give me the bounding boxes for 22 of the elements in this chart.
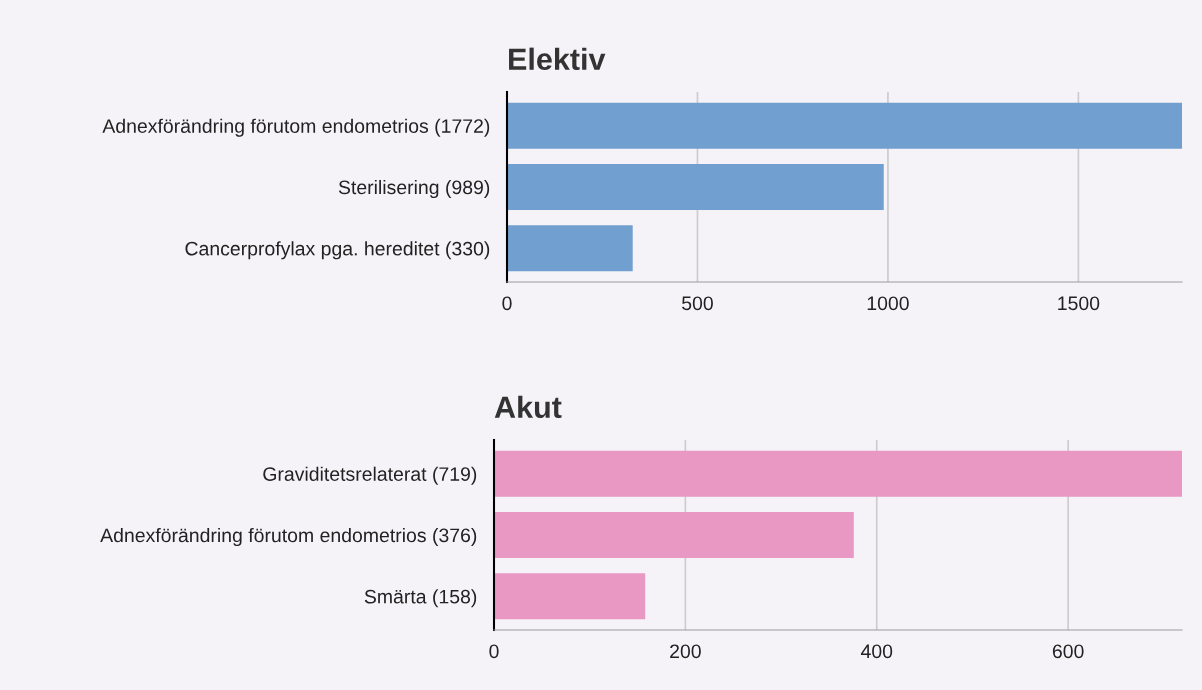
bar [507, 164, 884, 210]
x-tick-label: 600 [1052, 644, 1084, 659]
bar [494, 512, 854, 558]
y-tick-label: Cancerprofylax pga. hereditet (330) [185, 241, 490, 260]
y-tick-label: Adnexförändring förutom endometrios (376) [100, 527, 477, 547]
bar [507, 225, 633, 272]
y-tick-label: Graviditetsrelaterat (719) [263, 466, 477, 485]
x-tick-label: 500 [682, 296, 713, 311]
x-tick-label: 400 [860, 644, 893, 659]
x-tick-label: 1500 [1058, 296, 1100, 311]
x-tick-label: 0 [489, 644, 499, 659]
bar [494, 573, 646, 620]
chart-title: Elektiv [509, 47, 606, 71]
chart-title: Akut [494, 395, 562, 419]
y-tick-label: Adnexförändring förutom endometrios (1772) [102, 118, 490, 137]
y-tick-label: Smärta (158) [364, 589, 477, 608]
bar [507, 102, 1182, 149]
y-tick-label: Sterilisering (989) [338, 179, 490, 199]
x-tick-label: 1000 [867, 296, 909, 311]
x-tick-label: 0 [502, 296, 512, 311]
bar [494, 450, 1182, 497]
x-tick-label: 200 [670, 644, 701, 659]
